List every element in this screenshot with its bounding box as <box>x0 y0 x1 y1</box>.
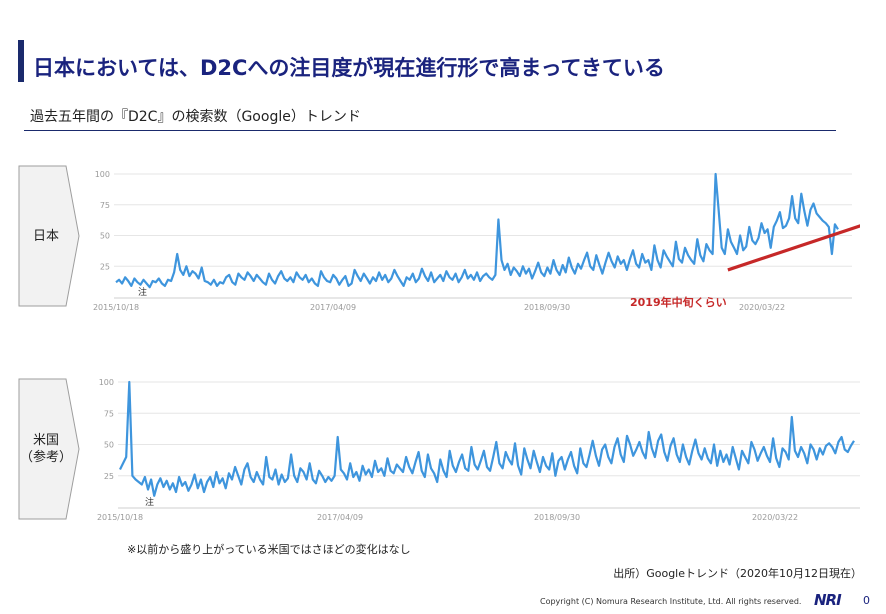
footnote: ※以前から盛り上がっている米国ではさほどの変化はなし <box>127 543 411 556</box>
us-trend-chart: 100 75 50 25 2015/10/18 2017/04/09 2018/09/30 2… <box>97 378 860 522</box>
japan-trend-chart: 100 75 50 25 2015/10/18 2017/04/09 2018/09/30 2… <box>93 170 860 312</box>
us-label-line1: 米国 <box>32 433 59 448</box>
copyright: Copyright (C) Nomura Research Institute,… <box>540 597 802 606</box>
arrow-tab-shape <box>18 165 80 307</box>
us-note-marker: 注 <box>145 496 154 508</box>
source-note: 出所）Googleトレンド（2020年10月12日現在） <box>613 567 862 580</box>
jp-y-tick-label: 25 <box>100 262 110 271</box>
japan-region-label: 日本 <box>18 165 80 307</box>
us-label-line2: （参考） <box>19 450 72 465</box>
jp-trend-arrow-shaft <box>727 224 860 272</box>
us-series-line <box>119 380 855 497</box>
title-accent-bar <box>18 40 24 82</box>
us-x-tick-label: 2020/03/22 <box>752 513 798 522</box>
us-y-tick-label: 100 <box>99 378 114 387</box>
jp-note-marker: 注 <box>138 286 147 298</box>
arrow-tab-shape <box>18 378 80 520</box>
us-y-tick-label: 75 <box>104 409 114 418</box>
jp-x-tick-label: 2017/04/09 <box>310 303 356 312</box>
nri-logo: NRI <box>814 591 842 609</box>
us-x-tick-label: 2018/09/30 <box>534 513 580 522</box>
jp-series-line <box>115 172 839 289</box>
page-number: 0 <box>863 594 870 607</box>
page-subtitle: 過去五年間の『D2C』の検索数（Google）トレンド <box>30 109 361 125</box>
us-y-tick-label: 25 <box>104 472 114 481</box>
us-y-tick-label: 50 <box>104 441 114 450</box>
jp-y-tick-label: 50 <box>100 232 110 241</box>
jp-annotation: 2019年中旬くらい <box>630 295 727 309</box>
us-x-tick-label: 2015/10/18 <box>97 513 143 522</box>
jp-x-tick-label: 2020/03/22 <box>739 303 785 312</box>
japan-label: 日本 <box>32 229 59 244</box>
us-region-label: 米国 （参考） <box>18 378 80 520</box>
page-title: 日本においては、D2Cへの注目度が現在進行形で高まってきている <box>33 56 665 80</box>
jp-x-tick-label: 2018/09/30 <box>524 303 570 312</box>
jp-y-tick-label: 75 <box>100 201 110 210</box>
us-x-tick-label: 2017/04/09 <box>317 513 363 522</box>
jp-x-tick-label: 2015/10/18 <box>93 303 139 312</box>
subtitle-divider <box>24 130 836 131</box>
jp-y-tick-label: 100 <box>95 170 110 179</box>
